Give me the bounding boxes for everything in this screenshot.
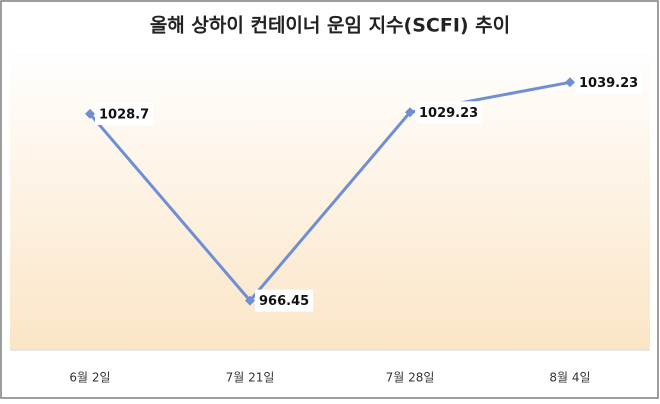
data-label: 1028.7 (99, 107, 149, 122)
data-label-bg (255, 289, 314, 312)
chart-title: 올해 상하이 컨테이너 운임 지수(SCFI) 추이 (150, 15, 510, 37)
line (88, 80, 571, 303)
x-tick-label: 7월 21일 (226, 371, 275, 385)
marker (245, 295, 255, 306)
data-label: 1039.23 (579, 76, 638, 91)
plot: 6월 2일 7월 21일 7월 28일 8월 4일 1028.7 966.45 1029.2… (69, 71, 643, 385)
x-tick-label: 8월 4일 (549, 371, 590, 385)
data-label-bg (415, 101, 483, 124)
marker (405, 107, 415, 118)
marker (565, 77, 575, 88)
marker (85, 108, 95, 119)
x-tick-label: 6월 2일 (69, 371, 110, 385)
data-label: 1029.23 (419, 106, 478, 121)
data-label: 966.45 (259, 294, 309, 309)
data-label-bg (575, 71, 643, 94)
x-tick-label: 7월 28일 (386, 371, 435, 385)
data-label-bg (95, 102, 154, 125)
plot-area (10, 48, 650, 350)
